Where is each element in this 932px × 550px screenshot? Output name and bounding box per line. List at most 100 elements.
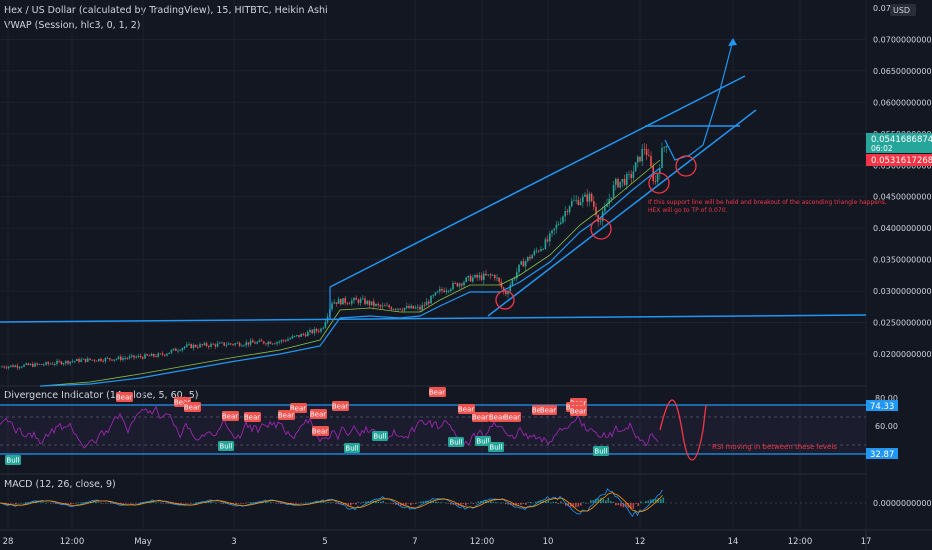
- bear-signal-label: Bear: [222, 413, 238, 421]
- bear-signal-label: Bear: [489, 414, 505, 422]
- rsi-upper-label: 74.33: [870, 402, 894, 412]
- rsi-tick-label: 80.00: [875, 394, 898, 403]
- currency-badge: [890, 4, 916, 16]
- price-axis[interactable]: 0.07000000000 0.06500000000 0.06000000000 0…: [873, 4, 932, 508]
- price-tick-label: 0.04000000000: [873, 224, 932, 233]
- bear-signal-badge: [540, 405, 557, 415]
- time-tick-label: 12:00: [60, 537, 85, 547]
- time-tick-label: 7: [412, 537, 417, 547]
- time-tick-label: 12: [635, 537, 646, 547]
- bear-signal-label: Bear: [570, 408, 586, 416]
- divergence-legend: Divergence Indicator (14, close, 5, 60, …: [4, 390, 199, 401]
- bull-signal-label: Bull: [489, 444, 502, 452]
- bull-signal-label: Bull: [449, 439, 462, 447]
- bull-signal-label: Bull: [219, 443, 232, 451]
- time-axis[interactable]: 28 12:00 May 3 5 7 12:00 10 12 14 12:00 17: [3, 537, 872, 547]
- bear-signal-badge: [222, 411, 239, 421]
- rsi-upper-badge: [866, 400, 898, 411]
- bear-signal-label: Bear: [472, 414, 488, 422]
- bear-signal-label: Bear: [116, 394, 132, 402]
- projection-path[interactable]: [664, 39, 734, 161]
- price-tick-label: 0.02500000000: [873, 319, 932, 328]
- bull-signal-badge: [344, 443, 360, 453]
- last-price: 0.05416868747: [871, 135, 932, 145]
- bear-signal-label: Bear: [174, 399, 190, 407]
- bear-signal-label: Bear: [310, 411, 326, 419]
- rsi-tick-label: 60.00: [875, 422, 898, 431]
- bull-signal-label: Bull: [373, 433, 386, 441]
- vwap-price: 0.05316172683: [871, 156, 932, 166]
- price-tick-label: 0.075: [873, 4, 896, 13]
- rsi-line: [0, 405, 659, 449]
- bear-signal-label: Bear: [184, 404, 200, 412]
- horizontal-support-line[interactable]: [0, 314, 867, 323]
- vwap-line: [39, 159, 661, 387]
- bear-signal-badge: [184, 402, 201, 412]
- upper-channel-line[interactable]: [329, 75, 746, 288]
- time-tick-label: 10: [543, 537, 554, 547]
- bear-signal-label: Bear: [458, 406, 474, 414]
- currency-label: USD: [893, 6, 910, 15]
- time-tick-label: May: [134, 537, 152, 547]
- vwap-price-badge: [866, 154, 932, 166]
- price-tick-label: 0.02000000000: [873, 350, 932, 359]
- price-tick-label: 0.06000000000: [873, 98, 932, 107]
- bull-signal-badge: [488, 442, 504, 452]
- bear-signal-badge: [332, 401, 349, 411]
- rsi-band-fill: [0, 405, 866, 454]
- time-tick-label: 28: [3, 537, 14, 547]
- rsi-note: RSI moving in between these levels: [712, 443, 837, 451]
- price-tick-label: 0.03500000000: [873, 256, 932, 265]
- time-tick-label: 5: [322, 537, 327, 547]
- price-tick-label: 0.06500000000: [873, 67, 932, 76]
- bear-signal-badge: [116, 392, 133, 402]
- bear-signal-badge: [504, 412, 521, 422]
- bull-signal-badge: [218, 441, 234, 451]
- bear-signal-badge: [429, 387, 446, 397]
- chart-title: Hex / US Dollar (calculated by TradingVi…: [4, 5, 328, 16]
- support-circle: [675, 155, 697, 177]
- bull-signal-badge: [593, 446, 609, 456]
- price-tick-label: 0.04500000000: [873, 193, 932, 202]
- projection-arrow: [728, 38, 737, 46]
- bull-signal-badge: [475, 436, 491, 446]
- time-tick-label: 17: [861, 537, 872, 547]
- last-price-badge: [866, 133, 932, 153]
- bear-signal-label: Bear: [429, 389, 445, 397]
- support-note-line2: HEX will go to TP of 0.070.: [648, 207, 728, 214]
- bull-signal-badge: [372, 431, 388, 441]
- macd-legend: MACD (12, 26, close, 9): [4, 479, 116, 490]
- support-circle: [495, 290, 515, 310]
- time-tick-label: 14: [728, 537, 739, 547]
- support-note-line1: If this support line will be held and br…: [648, 199, 887, 206]
- rsi-lower-label: 32.87: [870, 450, 894, 460]
- rsi-lower-badge: [866, 448, 898, 459]
- bull-signal-label: Bull: [594, 448, 607, 456]
- bar-countdown: 06:02: [871, 144, 893, 153]
- bear-signal-badge: [570, 406, 587, 416]
- rsi-projection: [659, 399, 707, 461]
- bear-signal-badge: [310, 409, 327, 419]
- bull-signal-label: Bull: [6, 457, 19, 465]
- bear-signal-badge: [278, 410, 295, 420]
- bear-signal-label: Bear: [540, 407, 556, 415]
- bear-signal-label: Bear: [278, 412, 294, 420]
- bear-signal-label: Bear: [312, 428, 328, 436]
- bear-signal-label: Bear: [244, 414, 260, 422]
- bear-signal-badge: [458, 404, 475, 414]
- candles: [1, 142, 668, 370]
- price-tick-label: 0.03000000000: [873, 287, 932, 296]
- bull-signal-badge: [448, 437, 464, 447]
- bull-signal-badge: [5, 455, 21, 465]
- price-tick-label: 0.07000000000: [873, 35, 932, 44]
- grid: [0, 0, 867, 530]
- macd: [0, 488, 665, 517]
- support-circle: [648, 172, 670, 194]
- bear-signal-label: Bear: [504, 414, 520, 422]
- ascending-support-line[interactable]: [487, 109, 757, 317]
- vwap-band: [39, 167, 661, 387]
- bear-signal-badge: [244, 412, 261, 422]
- support-circle: [590, 218, 612, 240]
